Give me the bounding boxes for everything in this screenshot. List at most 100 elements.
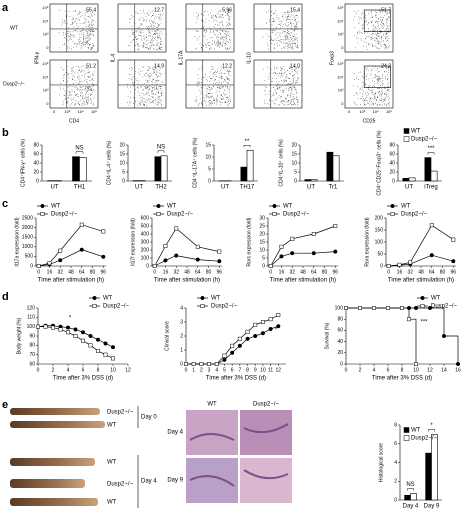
significance-label: NS — [157, 144, 165, 150]
bar — [79, 157, 87, 182]
legend-label: Dusp2−/− — [51, 212, 78, 218]
panel-label: e — [2, 399, 8, 411]
marker — [88, 333, 93, 339]
flow-y-label: IL-4 — [110, 53, 116, 62]
y-axis-label: CD4⁺IL-17A⁺ cells (%) — [192, 137, 198, 188]
significance-bracket — [407, 488, 414, 491]
x-tick-label: 64 — [195, 269, 201, 275]
legend-marker — [420, 295, 425, 301]
x-tick-label: 96 — [451, 269, 457, 275]
y-axis-label: Body weight (%) — [16, 317, 22, 354]
photo-label: Dusp2−/− — [107, 482, 134, 488]
legend-marker — [272, 203, 277, 209]
flow-tick: 10⁵ — [42, 61, 48, 66]
x-tick-label: 16 — [455, 367, 461, 373]
legend-label: Dusp2−/− — [211, 304, 238, 310]
y-tick-label: 50 — [377, 251, 383, 257]
histology-row: Day 4 — [167, 430, 183, 436]
legend-marker — [390, 203, 395, 209]
category-label: iTreg — [424, 185, 437, 191]
x-tick-label: 12 — [276, 367, 282, 373]
marker — [222, 353, 227, 358]
x-tick-label: 4 — [67, 367, 70, 373]
y-tick-label: 40 — [33, 160, 39, 166]
category-label: UT — [405, 185, 413, 191]
x-tick-label: 1 — [192, 367, 195, 373]
x-tick-label: 2 — [359, 367, 362, 373]
marker — [195, 257, 200, 262]
x-tick-label: 4 — [215, 367, 218, 373]
flow-y-label: Foxp3 — [329, 51, 335, 65]
marker — [163, 258, 168, 263]
x-tick-label: 80 — [90, 269, 96, 275]
flow-percent: 51.7 — [381, 7, 391, 13]
y-tick-label: 2500 — [22, 215, 33, 221]
legend-marker — [200, 304, 205, 308]
row-label: Dusp2−/− — [3, 81, 25, 87]
y-tick-label: 110 — [27, 315, 35, 321]
significance-label: NS — [75, 145, 83, 151]
y-tick-label: 15 — [119, 151, 125, 157]
panel-label: d — [2, 291, 9, 303]
legend-label: WT — [431, 296, 441, 302]
marker — [407, 317, 411, 322]
y-tick-label: 1500 — [22, 235, 33, 241]
flow-quadrant — [254, 60, 302, 108]
significance-bracket — [157, 150, 165, 153]
marker — [237, 343, 242, 348]
y-tick-label: 5 — [262, 255, 265, 261]
flow-tick: 10⁴ — [337, 74, 343, 79]
bar — [404, 495, 411, 501]
y-tick-label: 4 — [394, 460, 397, 466]
y-tick-label: 20 — [337, 350, 343, 356]
flow-x-label: CD4 — [69, 118, 79, 124]
flow-events — [127, 65, 163, 106]
bar — [154, 156, 162, 182]
bar — [304, 179, 312, 182]
x-tick-label: 80 — [206, 269, 212, 275]
y-tick-label: 400 — [141, 231, 150, 237]
x-tick-label: 48 — [418, 269, 424, 275]
y-tick-label: 1 — [180, 347, 183, 353]
marker — [58, 327, 63, 332]
category-label: Day 9 — [424, 504, 440, 510]
bar — [72, 156, 80, 182]
y-tick-label: 5 — [208, 166, 211, 172]
marker — [400, 306, 404, 310]
y-tick-label: 100 — [27, 324, 36, 330]
significance-label: *** — [427, 146, 435, 152]
flow-percent: 5.96 — [222, 7, 232, 13]
marker — [217, 259, 222, 264]
marker — [260, 331, 265, 336]
y-tick-label: 0 — [30, 263, 33, 269]
x-tick-label: 32 — [57, 269, 63, 275]
y-tick-label: 90 — [29, 333, 35, 339]
marker — [455, 361, 461, 367]
x-tick-label: 96 — [217, 269, 223, 275]
flow-events — [262, 10, 299, 50]
marker — [217, 249, 222, 254]
x-axis-label: Time after stimulation (h) — [270, 278, 336, 284]
marker — [199, 362, 204, 366]
marker — [65, 325, 71, 330]
x-tick-label: 12 — [125, 367, 131, 373]
y-tick-label: 100 — [375, 239, 384, 245]
legend-label: Dusp2−/− — [283, 212, 310, 218]
marker — [386, 306, 390, 310]
legend-marker — [92, 295, 97, 301]
y-axis-label: CD4⁺IFN-γ⁺ cells (%) — [20, 139, 26, 187]
marker — [245, 329, 250, 334]
flow-quadrant — [186, 60, 234, 108]
marker — [413, 305, 419, 311]
x-axis-label: Time after 3% DSS (d) — [372, 376, 432, 382]
marker — [47, 261, 52, 266]
category-label: TH2 — [155, 185, 167, 191]
flow-tick: 10⁴ — [42, 18, 48, 23]
y-axis-label: Clinical score — [164, 321, 170, 351]
flow-events — [59, 65, 95, 106]
bar — [410, 493, 417, 501]
flow-quadrant — [118, 60, 166, 108]
x-tick-label: 96 — [333, 269, 339, 275]
flow-events — [353, 9, 390, 50]
series-line — [38, 224, 104, 267]
